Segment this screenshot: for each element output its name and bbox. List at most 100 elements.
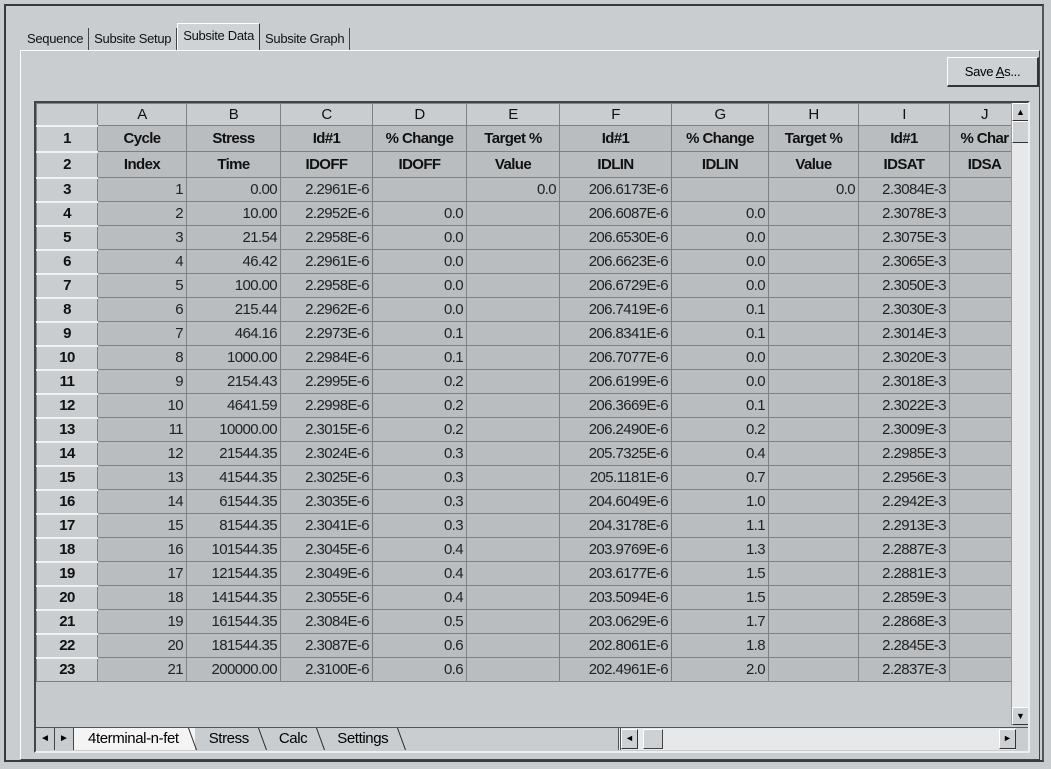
data-cell[interactable] xyxy=(768,201,859,226)
horizontal-scrollbar[interactable]: ◄ ► xyxy=(618,728,1016,750)
row-header[interactable]: 4 xyxy=(36,200,98,226)
data-cell[interactable]: 2.3084E-6 xyxy=(280,609,373,634)
data-cell[interactable] xyxy=(949,609,1020,634)
column-header[interactable]: A xyxy=(97,103,187,126)
data-cell[interactable] xyxy=(466,417,560,442)
data-cell[interactable]: 2.3087E-6 xyxy=(280,633,373,658)
data-cell[interactable]: 2.2868E-3 xyxy=(858,609,950,634)
data-cell[interactable]: 2.3014E-3 xyxy=(858,321,950,346)
data-cell[interactable]: 161544.35 xyxy=(186,609,281,634)
data-cell[interactable]: 2.2887E-3 xyxy=(858,537,950,562)
data-cell[interactable]: 0.1 xyxy=(671,393,769,418)
data-cell[interactable]: 21 xyxy=(97,657,187,682)
data-cell[interactable]: 2.2958E-6 xyxy=(280,273,373,298)
data-cell[interactable] xyxy=(768,657,859,682)
header-cell[interactable]: Index xyxy=(97,151,187,178)
row-header[interactable]: 21 xyxy=(36,608,98,634)
data-cell[interactable]: 204.6049E-6 xyxy=(559,489,672,514)
data-cell[interactable]: 18 xyxy=(97,585,187,610)
header-cell[interactable]: Id#1 xyxy=(280,125,373,152)
header-cell[interactable]: IDSA xyxy=(949,151,1020,178)
data-cell[interactable]: 2.2913E-3 xyxy=(858,513,950,538)
sheet-prev-arrow-icon[interactable]: ◄ xyxy=(36,728,55,750)
data-cell[interactable]: 10.00 xyxy=(186,201,281,226)
data-cell[interactable]: 2.3041E-6 xyxy=(280,513,373,538)
data-cell[interactable] xyxy=(949,633,1020,658)
data-cell[interactable]: 0.0 xyxy=(671,369,769,394)
row-header[interactable]: 19 xyxy=(36,560,98,586)
data-cell[interactable]: 6 xyxy=(97,297,187,322)
data-cell[interactable]: 61544.35 xyxy=(186,489,281,514)
column-header[interactable]: G xyxy=(671,103,769,126)
data-cell[interactable]: 121544.35 xyxy=(186,561,281,586)
data-cell[interactable]: 5 xyxy=(97,273,187,298)
data-cell[interactable]: 10000.00 xyxy=(186,417,281,442)
data-cell[interactable]: 1.7 xyxy=(671,609,769,634)
data-cell[interactable]: 101544.35 xyxy=(186,537,281,562)
header-cell[interactable]: Time xyxy=(186,151,281,178)
data-cell[interactable]: 2.3025E-6 xyxy=(280,465,373,490)
data-cell[interactable]: 2.2952E-6 xyxy=(280,201,373,226)
data-cell[interactable]: 2.3084E-3 xyxy=(858,177,950,202)
data-cell[interactable] xyxy=(768,393,859,418)
data-cell[interactable] xyxy=(466,561,560,586)
spreadsheet[interactable]: A B C D E F G H I J 1 Cycle Stress Id#1% Change Target… xyxy=(34,101,1030,753)
sheet-tab-calc[interactable]: Calc xyxy=(265,728,323,750)
data-cell[interactable]: 1.1 xyxy=(671,513,769,538)
row-header[interactable]: 6 xyxy=(36,248,98,274)
tab-subsite-data[interactable]: Subsite Data xyxy=(177,23,261,50)
data-cell[interactable]: 81544.35 xyxy=(186,513,281,538)
data-cell[interactable]: 2.2859E-3 xyxy=(858,585,950,610)
data-cell[interactable] xyxy=(768,249,859,274)
data-cell[interactable]: 203.5094E-6 xyxy=(559,585,672,610)
data-cell[interactable] xyxy=(949,321,1020,346)
data-cell[interactable] xyxy=(466,657,560,682)
row-header[interactable]: 23 xyxy=(36,656,98,682)
column-header[interactable]: J xyxy=(949,103,1020,126)
data-cell[interactable] xyxy=(466,201,560,226)
data-cell[interactable]: 2.3075E-3 xyxy=(858,225,950,250)
data-cell[interactable]: 2.3035E-6 xyxy=(280,489,373,514)
data-cell[interactable] xyxy=(768,441,859,466)
data-cell[interactable]: 2.3024E-6 xyxy=(280,441,373,466)
data-cell[interactable]: 0.1 xyxy=(372,345,467,370)
data-cell[interactable]: 0.0 xyxy=(372,273,467,298)
data-cell[interactable]: 0.3 xyxy=(372,513,467,538)
header-cell[interactable]: % Change xyxy=(372,125,467,152)
select-all-corner[interactable] xyxy=(36,103,98,126)
header-cell[interactable]: IDOFF xyxy=(280,151,373,178)
header-cell[interactable]: IDOFF xyxy=(372,151,467,178)
data-cell[interactable] xyxy=(466,609,560,634)
data-cell[interactable]: 0.5 xyxy=(372,609,467,634)
data-cell[interactable]: 2.3055E-6 xyxy=(280,585,373,610)
data-cell[interactable] xyxy=(768,369,859,394)
column-header[interactable]: F xyxy=(559,103,672,126)
data-cell[interactable]: 0.3 xyxy=(372,441,467,466)
data-cell[interactable] xyxy=(768,513,859,538)
data-cell[interactable]: 202.8061E-6 xyxy=(559,633,672,658)
column-header[interactable]: E xyxy=(466,103,560,126)
data-cell[interactable]: 0.0 xyxy=(671,225,769,250)
data-cell[interactable] xyxy=(949,513,1020,538)
data-cell[interactable]: 2.2962E-6 xyxy=(280,297,373,322)
data-cell[interactable]: 206.8341E-6 xyxy=(559,321,672,346)
data-cell[interactable] xyxy=(466,297,560,322)
data-cell[interactable] xyxy=(466,537,560,562)
data-cell[interactable] xyxy=(949,177,1020,202)
data-cell[interactable] xyxy=(949,561,1020,586)
header-cell[interactable]: Value xyxy=(768,151,859,178)
header-cell[interactable]: % Char xyxy=(949,125,1020,152)
data-cell[interactable]: 0.6 xyxy=(372,657,467,682)
data-cell[interactable] xyxy=(768,633,859,658)
data-cell[interactable]: 41544.35 xyxy=(186,465,281,490)
scroll-right-arrow-icon[interactable]: ► xyxy=(999,729,1016,749)
header-cell[interactable]: IDLIN xyxy=(671,151,769,178)
data-cell[interactable]: 204.3178E-6 xyxy=(559,513,672,538)
header-cell[interactable]: Value xyxy=(466,151,560,178)
data-cell[interactable]: 21544.35 xyxy=(186,441,281,466)
data-cell[interactable] xyxy=(768,585,859,610)
data-cell[interactable]: 14 xyxy=(97,489,187,514)
horizontal-scroll-thumb[interactable] xyxy=(643,729,663,749)
data-cell[interactable]: 0.2 xyxy=(372,393,467,418)
data-cell[interactable]: 16 xyxy=(97,537,187,562)
